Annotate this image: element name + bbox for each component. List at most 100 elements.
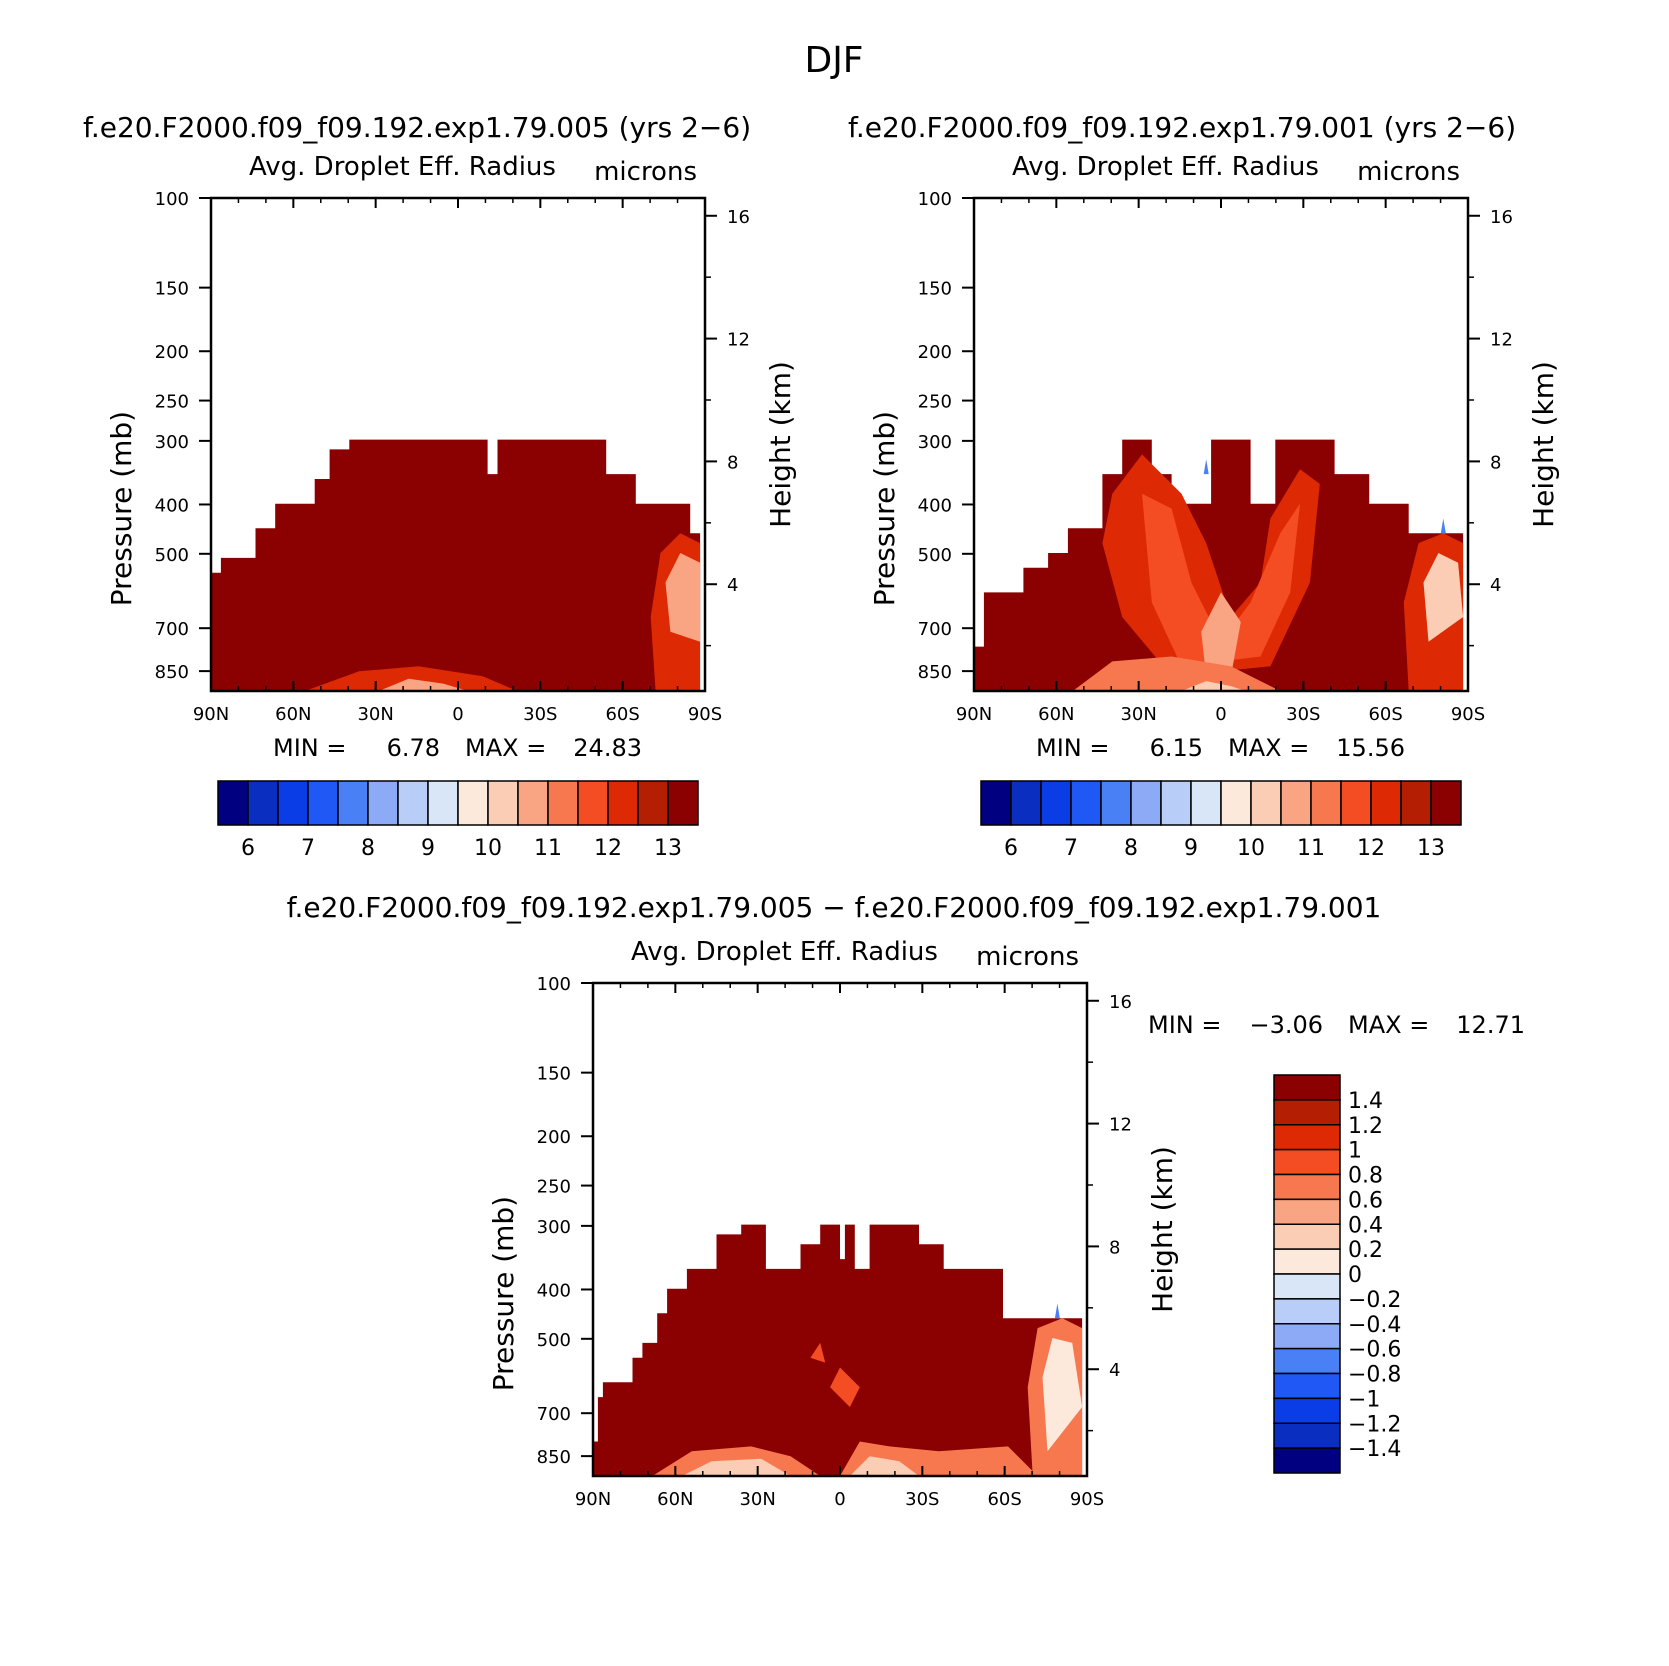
y2-tick-label: 4 xyxy=(1490,575,1501,596)
colorbar-box xyxy=(367,780,399,826)
y2-tick-label: 4 xyxy=(1109,1360,1120,1381)
x-tick-label: 90S xyxy=(1070,1489,1104,1510)
colorbar-label: 10 xyxy=(474,836,502,861)
colorbar-box xyxy=(1370,780,1402,826)
x-tick-label: 30S xyxy=(1286,704,1320,725)
colorbar-box xyxy=(1273,1422,1341,1449)
x-tick-label: 0 xyxy=(834,1489,845,1510)
colorbar-box xyxy=(1070,780,1102,826)
y2-tick-label: 16 xyxy=(1490,207,1513,228)
colorbar-box xyxy=(217,780,249,826)
x-tick-label: 90N xyxy=(956,704,992,725)
y-tick-label: 850 xyxy=(537,1447,571,1468)
colorbar-box xyxy=(1430,780,1462,826)
max-value: 12.71 xyxy=(1456,1011,1525,1039)
x-tick-label: 60S xyxy=(1368,704,1402,725)
colorbar-label: −0.2 xyxy=(1348,1288,1401,1313)
y-tick-label: 850 xyxy=(155,662,189,683)
y2-tick-label: 8 xyxy=(1109,1237,1120,1258)
colorbar: 6 7 8 9 10 11 12 13 xyxy=(980,780,1462,861)
panel-case-title: f.e20.F2000.f09_f09.192.exp1.79.005 − f.… xyxy=(287,891,1382,924)
panel-2: f.e20.F2000.f09_f09.192.exp1.79.001 (yrs… xyxy=(848,111,1560,861)
x-tick-label: 90S xyxy=(1451,704,1485,725)
colorbar-box xyxy=(1100,780,1132,826)
y-tick-label: 100 xyxy=(918,189,952,210)
contour-region xyxy=(1423,553,1464,642)
y2-axis-label: Height (km) xyxy=(1146,1146,1179,1313)
panel-3: f.e20.F2000.f09_f09.192.exp1.79.005 − f.… xyxy=(287,891,1525,1510)
colorbar-label: 1 xyxy=(1348,1139,1362,1164)
colorbar-label: 8 xyxy=(361,836,375,861)
panel-1: f.e20.F2000.f09_f09.192.exp1.79.005 (yrs… xyxy=(83,111,797,861)
y2-tick-label: 12 xyxy=(1490,330,1513,351)
colorbar-box xyxy=(1400,780,1432,826)
colorbar-box xyxy=(1273,1447,1341,1474)
min-value: 6.15 xyxy=(1150,734,1203,762)
colorbar-label: 9 xyxy=(1184,836,1198,861)
y-axis-label: Pressure (mb) xyxy=(105,411,138,606)
contour-region xyxy=(665,553,701,642)
y2-tick-label: 8 xyxy=(727,452,738,473)
contour-region xyxy=(1440,518,1446,534)
colorbar-box xyxy=(1273,1099,1341,1126)
y-tick-label: 150 xyxy=(155,279,189,300)
x-tick-label: 30S xyxy=(905,1489,939,1510)
colorbar-box xyxy=(277,780,309,826)
contour-region xyxy=(681,1458,791,1476)
y-tick-label: 500 xyxy=(537,1330,571,1351)
panel-title: Avg. Droplet Eff. Radius xyxy=(249,152,556,182)
colorbar-label: 0.4 xyxy=(1348,1213,1383,1238)
colorbar-label: −0.6 xyxy=(1348,1338,1401,1363)
colorbar-box xyxy=(1273,1298,1341,1325)
x-tick-label: 30N xyxy=(357,704,393,725)
colorbar-box xyxy=(1273,1323,1341,1350)
contour-region xyxy=(304,666,518,691)
contour-region xyxy=(1042,1338,1083,1452)
colorbar-box xyxy=(1273,1124,1341,1151)
colorbar-box xyxy=(1273,1347,1341,1375)
y-tick-label: 700 xyxy=(537,1404,571,1425)
y2-tick-label: 12 xyxy=(1109,1115,1132,1136)
y2-tick-label: 4 xyxy=(727,575,738,596)
colorbar-label: 6 xyxy=(241,836,255,861)
max-label: MAX = xyxy=(1228,734,1309,762)
colorbar-label: 0.2 xyxy=(1348,1238,1383,1263)
min-label: MIN = xyxy=(1036,734,1109,762)
contour-fills xyxy=(211,439,705,691)
colorbar-box xyxy=(637,780,669,826)
y-tick-label: 300 xyxy=(918,432,952,453)
panels: f.e20.F2000.f09_f09.192.exp1.79.005 (yrs… xyxy=(83,111,1560,1510)
colorbar-label: −1 xyxy=(1348,1387,1380,1412)
colorbar-box xyxy=(1310,780,1342,826)
y-tick-label: 300 xyxy=(155,432,189,453)
max-value: 24.83 xyxy=(573,734,642,762)
colorbar-label: 0.8 xyxy=(1348,1164,1383,1189)
y2-tick-label: 12 xyxy=(727,330,750,351)
y-tick-label: 700 xyxy=(155,619,189,640)
colorbar-box xyxy=(1040,780,1072,826)
contour-region xyxy=(1142,493,1300,667)
colorbar-box xyxy=(1220,780,1252,826)
y-tick-label: 100 xyxy=(537,974,571,995)
y-tick-label: 400 xyxy=(918,495,952,516)
colorbar-box xyxy=(1130,780,1162,826)
x-tick-label: 30N xyxy=(1120,704,1156,725)
colorbar-label: 10 xyxy=(1237,836,1265,861)
y-tick-label: 250 xyxy=(918,392,952,413)
colorbar-label: 0 xyxy=(1348,1263,1362,1288)
x-tick-label: 60N xyxy=(657,1489,693,1510)
colorbar-box xyxy=(307,780,339,826)
panel-units: microns xyxy=(594,157,697,187)
contour-region xyxy=(1203,459,1209,475)
x-tick-label: 60N xyxy=(275,704,311,725)
colorbar-box xyxy=(1273,1397,1341,1424)
y-tick-label: 100 xyxy=(155,189,189,210)
colorbar-label: −0.4 xyxy=(1348,1313,1401,1338)
colorbar-label: 12 xyxy=(594,836,622,861)
panel-title: Avg. Droplet Eff. Radius xyxy=(631,937,938,967)
colorbar-box xyxy=(1340,780,1372,826)
x-tick-label: 60S xyxy=(605,704,639,725)
colorbar-box xyxy=(667,780,699,826)
contour-fills xyxy=(593,1224,1087,1476)
